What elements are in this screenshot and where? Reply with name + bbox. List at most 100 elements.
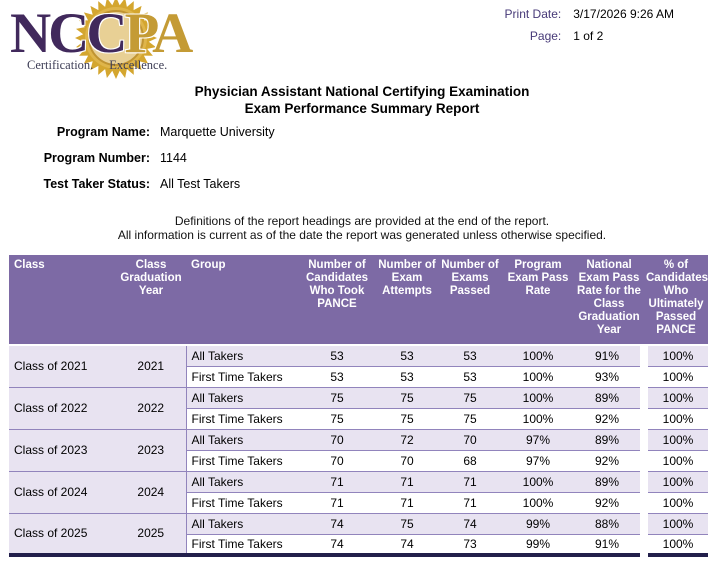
cell-ultimate-rate: 100%: [640, 450, 708, 472]
cell-passed: 74: [438, 513, 502, 535]
page-number-value: 1 of 2: [573, 29, 604, 43]
cell-class: Class of 2023: [9, 429, 116, 472]
program-number-label: Program Number:: [43, 151, 150, 165]
cell-program-rate: 100%: [502, 387, 574, 409]
column-header: Number of Exam Attempts: [376, 255, 438, 346]
cell-program-rate: 100%: [502, 408, 574, 430]
cell-attempts: 74: [376, 534, 438, 556]
table-row: Class of 2022 2022 All Takers 75 75 75 100% 89%…: [9, 387, 708, 430]
test-taker-status-value: All Test Takers: [160, 177, 241, 191]
cell-national-rate: 92%: [574, 450, 644, 472]
logo-ncc-text: NCC: [10, 2, 127, 65]
print-info: Print Date: 3/17/2026 9:26 AM Page: 1 of…: [505, 7, 674, 43]
column-header: % of Candidates Who Ultimately Passed PA…: [644, 255, 708, 346]
cell-passed: 73: [438, 534, 502, 556]
cell-national-rate: 91%: [574, 345, 644, 367]
cell-passed: 75: [438, 408, 502, 430]
table-row: Class of 2024 2024 All Takers 71 71 71 100% 89%…: [9, 471, 708, 514]
cell-attempts: 71: [376, 471, 438, 493]
cell-group: First Time Takers: [185, 450, 298, 472]
logo-excellence-text: Excellence.: [109, 58, 168, 72]
cell-group: First Time Takers: [185, 408, 298, 430]
cell-candidates: 71: [298, 471, 376, 493]
column-header: Program Exam Pass Rate: [502, 255, 574, 346]
cell-program-rate: 97%: [502, 429, 574, 451]
cell-group: All Takers: [185, 471, 298, 493]
cell-ultimate-rate: 100%: [640, 387, 708, 409]
cell-national-rate: 91%: [574, 534, 644, 556]
cell-national-rate: 93%: [574, 366, 644, 388]
column-header: Group: [186, 255, 298, 346]
table-row: First Time Takers 71 71 71 100% 92% 100%: [9, 492, 708, 514]
cell-group: All Takers: [185, 429, 298, 451]
program-number-value: 1144: [160, 151, 187, 165]
cell-passed: 53: [438, 366, 502, 388]
cell-passed: 68: [438, 450, 502, 472]
cell-class: Class of 2021: [9, 345, 116, 388]
cell-graduation-year: 2022: [116, 387, 186, 430]
cell-ultimate-rate: 100%: [640, 471, 708, 493]
cell-candidates: 75: [298, 408, 376, 430]
cell-attempts: 70: [376, 450, 438, 472]
cell-national-rate: 89%: [574, 471, 644, 493]
table-row: First Time Takers 53 53 53 100% 93% 100%: [9, 366, 708, 388]
cell-ultimate-rate: 100%: [640, 492, 708, 514]
table-row: Class of 2025 2025 All Takers 74 75 74 99% 88% 1…: [9, 513, 708, 556]
cell-candidates: 75: [298, 387, 376, 409]
cell-passed: 75: [438, 387, 502, 409]
cell-attempts: 75: [376, 513, 438, 535]
test-taker-status-label: Test Taker Status:: [43, 177, 150, 191]
column-header: Number of Candidates Who Took PANCE: [298, 255, 376, 346]
cell-ultimate-rate: 100%: [640, 345, 708, 367]
cell-program-rate: 100%: [502, 366, 574, 388]
program-name-label: Program Name:: [56, 125, 150, 139]
program-name-value: Marquette University: [160, 125, 275, 139]
cell-attempts: 53: [376, 345, 438, 367]
cell-candidates: 74: [298, 534, 376, 556]
cell-candidates: 70: [298, 429, 376, 451]
note-definitions: Definitions of the report headings are p…: [174, 214, 550, 228]
cell-program-rate: 100%: [502, 345, 574, 367]
cell-group: First Time Takers: [185, 366, 298, 388]
cell-ultimate-rate: 100%: [640, 429, 708, 451]
cell-graduation-year: 2025: [116, 513, 186, 556]
cell-graduation-year: 2021: [116, 345, 186, 388]
cell-group: First Time Takers: [185, 492, 298, 514]
table-row: Class of 2021 2021 All Takers 53 53 53 100% 91%…: [9, 345, 708, 388]
program-number-row: Program Number: 1144: [0, 150, 275, 166]
column-header: National Exam Pass Rate for the Class Gr…: [574, 255, 644, 346]
cell-ultimate-rate: 100%: [640, 408, 708, 430]
report-title-line2: Exam Performance Summary Report: [244, 101, 480, 116]
table-header-row: Class Class Graduation Year Group Number of…: [9, 255, 708, 346]
program-info: Program Name: Marquette University Progr…: [0, 124, 275, 202]
program-name-row: Program Name: Marquette University: [0, 124, 275, 140]
cell-candidates: 53: [298, 345, 376, 367]
cell-program-rate: 100%: [502, 492, 574, 514]
column-header: Number of Exams Passed: [438, 255, 502, 346]
cell-national-rate: 92%: [574, 492, 644, 514]
cell-program-rate: 99%: [502, 513, 574, 535]
cell-attempts: 72: [376, 429, 438, 451]
logo-certification-text: Certification.: [27, 58, 94, 72]
logo-pa-text: PA: [124, 2, 194, 65]
logo-wordmark: NCCPA: [10, 5, 220, 62]
cell-ultimate-rate: 100%: [640, 366, 708, 388]
column-header: Class Graduation Year: [116, 255, 186, 346]
cell-national-rate: 89%: [574, 429, 644, 451]
table-row: Class of 2023 2023 All Takers 70 72 70 97% 89% 1…: [9, 429, 708, 472]
cell-candidates: 71: [298, 492, 376, 514]
cell-national-rate: 89%: [574, 387, 644, 409]
cell-class: Class of 2024: [9, 471, 116, 514]
note-current-info: All information is current as of the dat…: [117, 227, 607, 242]
table-row: First Time Takers 70 70 68 97% 92% 100%: [9, 450, 708, 472]
nccpa-logo: NCCPA Certification. Excellence.: [10, 0, 220, 80]
cell-attempts: 71: [376, 492, 438, 514]
column-header: Class: [9, 255, 116, 346]
cell-attempts: 75: [376, 387, 438, 409]
exam-performance-table: Class Class Graduation Year Group Number of…: [9, 255, 708, 557]
cell-graduation-year: 2024: [116, 471, 186, 514]
cell-candidates: 53: [298, 366, 376, 388]
page-label: Page:: [529, 29, 562, 43]
cell-group: All Takers: [185, 345, 298, 367]
